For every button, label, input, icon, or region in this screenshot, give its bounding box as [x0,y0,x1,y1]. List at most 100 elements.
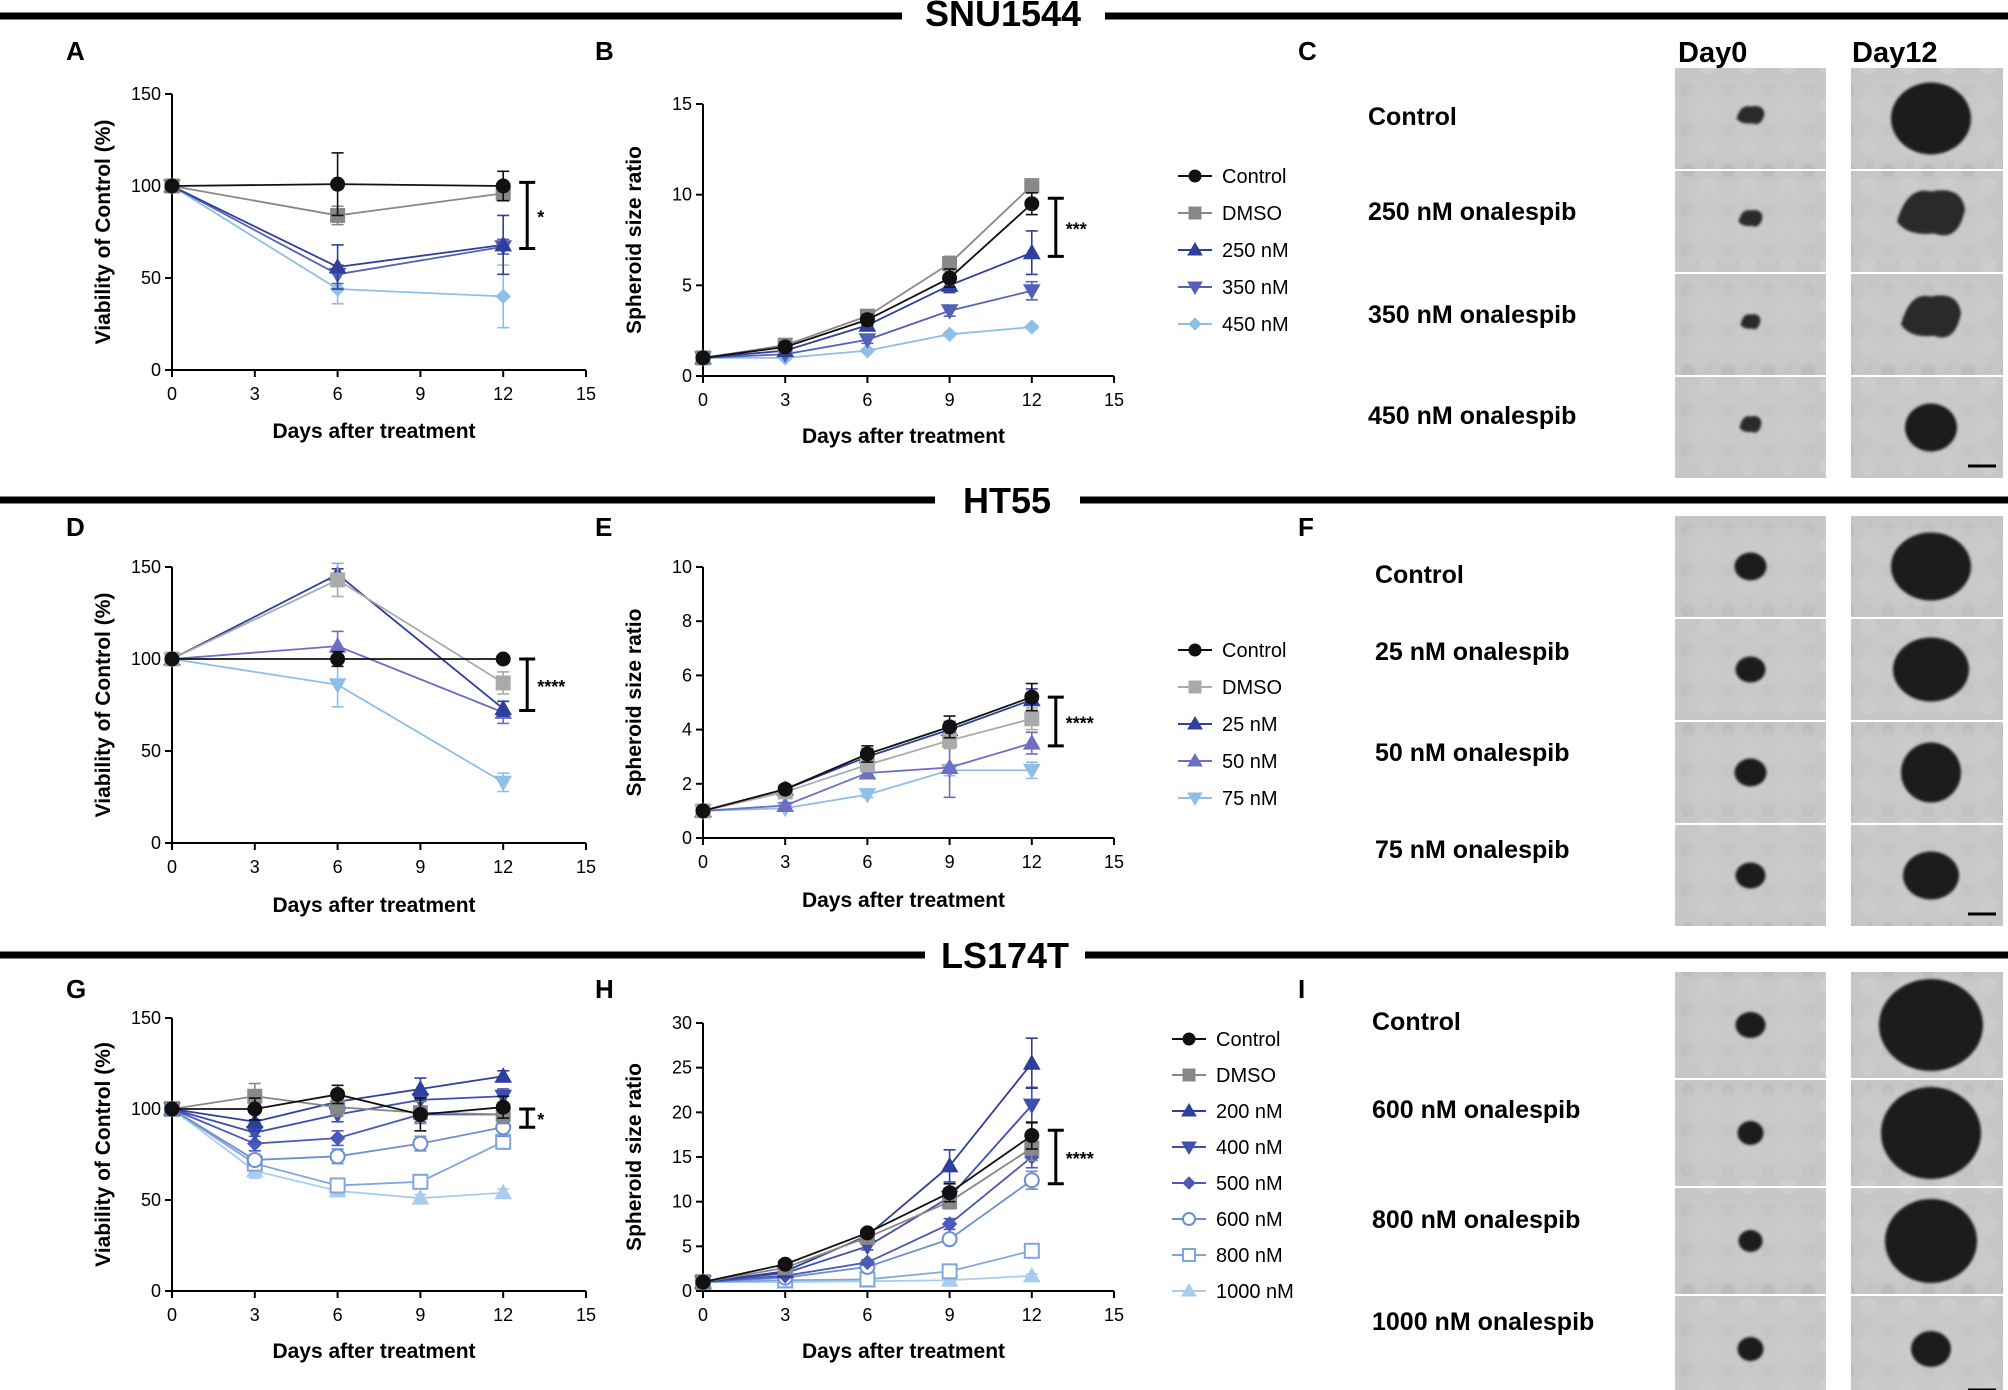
data-point [328,678,347,694]
x-tick-label: 3 [780,1305,790,1325]
x-tick-label: 12 [1022,1305,1042,1325]
significance-label: **** [1066,713,1094,733]
x-tick-label: 15 [576,1305,596,1325]
chart-e: 0 2 4 6 8 10 0 3 6 9 12 15 Days after treatment Spher… [623,557,1286,912]
legend-entry: DMSO [1178,677,1282,699]
micrograph-day0 [1675,619,1826,720]
y-axis-label: Viability of Control (%) [92,120,115,345]
legend-entry: 350 nM [1178,277,1289,299]
data-point [330,651,346,667]
y-tick-label: 25 [672,1058,692,1078]
x-tick-label: 9 [415,857,425,877]
legend-label: DMSO [1216,1065,1276,1087]
data-point [940,758,959,775]
x-tick-label: 15 [1104,390,1124,410]
data-point [942,719,958,735]
data-point [495,1099,511,1115]
significance-bracket: **** [1047,1128,1094,1186]
y-tick-label: 15 [672,94,692,114]
significance-bracket: **** [519,657,565,713]
legend-entry: 25 nM [1178,714,1278,736]
panel-letter-c: C [1298,36,1317,66]
legend-entry: 800 nM [1172,1245,1283,1267]
micrograph-day0 [1675,1080,1826,1186]
data-point [859,342,876,359]
series-500-nm [695,1145,1040,1290]
data-point [164,651,180,667]
legend-marker [1187,716,1203,730]
data-point [329,1130,346,1146]
spheroid [1897,190,1965,236]
data-point [1023,1172,1040,1189]
x-tick-label: 12 [1022,390,1042,410]
data-point [1022,1098,1041,1115]
legend-entry: 200 nM [1172,1101,1283,1123]
data-point [1023,1242,1040,1259]
data-point [329,1177,346,1194]
legend-marker [1182,1032,1196,1046]
condition-label: 1000 nM onalespib [1372,1308,1594,1336]
data-point [858,788,877,804]
legend-marker [1188,680,1202,694]
data-point [495,651,511,667]
data-point [246,1151,263,1168]
data-point [494,1183,513,1200]
data-point [1024,1128,1040,1144]
data-point [495,178,511,194]
micrograph-day12 [1851,171,2003,272]
data-point [858,333,877,349]
x-tick-label: 3 [250,384,260,404]
y-tick-label: 0 [682,1281,692,1301]
data-point [941,1231,958,1248]
panel-letter-b: B [595,36,614,66]
y-tick-label: 0 [151,833,161,853]
data-point [1022,763,1041,780]
micrograph-day12 [1851,972,2003,1078]
y-tick-label: 20 [672,1102,692,1122]
micrograph-day12 [1851,619,2003,720]
x-tick-label: 9 [945,852,955,872]
column-header-day0: Day0 [1678,37,1747,69]
legend-entry: 600 nM [1172,1209,1283,1231]
y-tick-label: 8 [682,611,692,631]
series-control [164,1084,511,1132]
micrograph-day0 [1675,68,1826,169]
data-point [1024,689,1040,705]
y-tick-label: 0 [151,360,161,380]
legend-label: 1000 nM [1216,1281,1294,1303]
legend-entry: DMSO [1172,1065,1276,1087]
legend-marker [1182,1248,1196,1262]
data-point [777,339,793,355]
x-tick-label: 0 [167,857,177,877]
y-tick-label: 100 [131,1099,161,1119]
micrograph-day0 [1675,972,1826,1078]
legend-marker [1181,1141,1197,1155]
micrograph-day12 [1851,377,2003,478]
legend-label: 250 nM [1222,240,1289,262]
x-tick-label: 15 [1104,1305,1124,1325]
data-point [247,1101,263,1117]
condition-label: Control [1368,103,1457,131]
y-tick-label: 30 [672,1013,692,1033]
legend-entry: Control [1178,166,1286,188]
y-tick-label: 5 [682,275,692,295]
y-tick-label: 50 [141,741,161,761]
legend-label: 500 nM [1216,1173,1283,1195]
data-point [411,1189,430,1205]
spheroid [1881,1087,1981,1179]
data-point [1024,178,1040,194]
legend-marker [1187,281,1203,295]
micrograph-day12 [1851,1188,2003,1294]
y-axis-label: Viability of Control (%) [92,1042,115,1267]
micrograph-day12 [1851,516,2003,617]
significance-bracket: * [519,1107,544,1130]
data-point [859,1225,875,1241]
x-axis-label: Days after treatment [272,420,475,443]
panel-letter-e: E [595,512,612,542]
data-point [695,1274,711,1290]
x-tick-label: 9 [945,1305,955,1325]
chart-h: 0 5 10 15 20 25 30 0 3 6 9 12 15 Days after treatment… [623,1013,1294,1363]
condition-label: 50 nM onalespib [1375,739,1569,767]
x-tick-label: 3 [250,857,260,877]
chart-g: 0 50 100 150 0 3 6 9 12 15 Days after treatment Via… [92,1008,596,1363]
